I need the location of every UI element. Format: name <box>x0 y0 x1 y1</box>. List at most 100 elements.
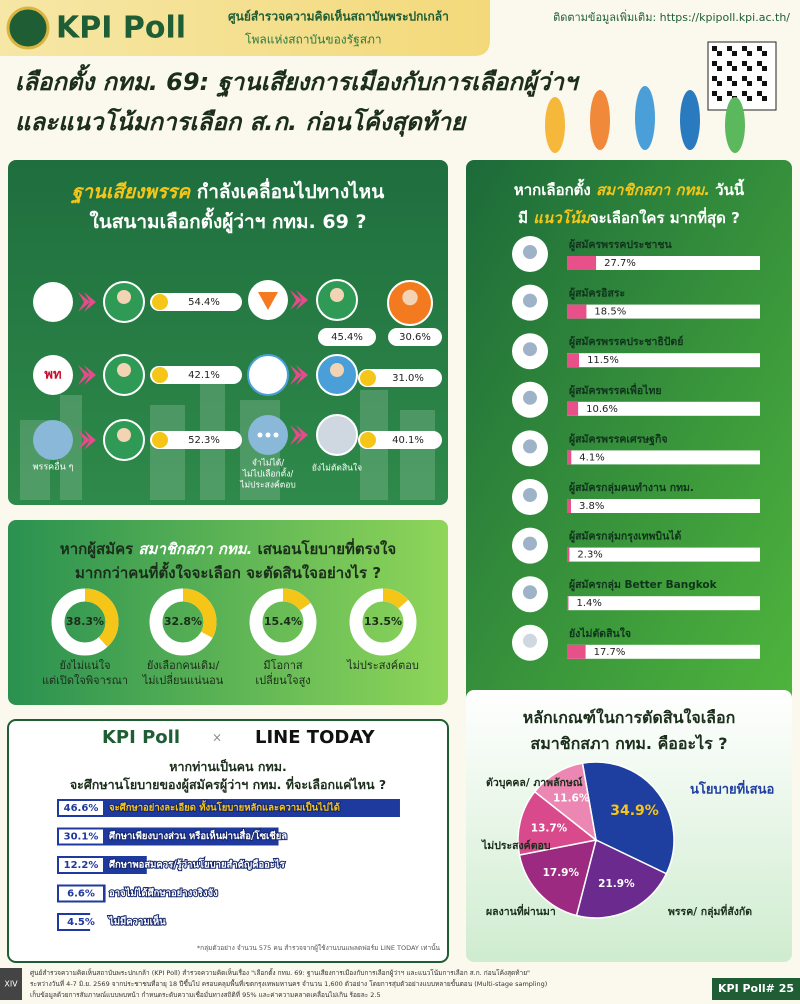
title-run: หากเลือกตั้ง <box>514 178 596 199</box>
qr-cell <box>712 61 717 66</box>
qr-cell <box>762 96 767 101</box>
title-run: หากท่านเป็นคน กทม. <box>169 759 286 774</box>
footer-text: ศูนย์สำรวจความคิดเห็นสถาบันพระปกเกล้า (K… <box>30 968 530 977</box>
donut-arc <box>149 588 217 656</box>
qr-cell <box>747 81 752 86</box>
party-label: ไม่ประสงค์ตอบ <box>239 480 295 491</box>
title-run: มี <box>518 209 533 227</box>
pie-slice <box>533 762 598 842</box>
value-label: 4.5% <box>67 917 95 928</box>
candidate-icon-inner <box>523 439 537 454</box>
qr-cell <box>757 91 762 96</box>
undecided-icon <box>316 414 358 456</box>
category-label: ผู้สมัครพรรคเพื่อไทย <box>569 382 662 398</box>
bar <box>567 547 570 562</box>
qr-cell <box>757 61 762 66</box>
qr-cell <box>717 81 722 86</box>
party-label: พรรคอื่น ๆ <box>33 460 74 473</box>
panel-title: มากกว่าคนที่ตั้งใจจะเลือก จะตัดสินใจอย่า… <box>75 561 381 582</box>
panel-title: สมาชิกสภา กทม. คืออะไร ? <box>530 734 727 753</box>
value-pill <box>59 886 103 901</box>
donut-arc <box>51 588 119 656</box>
title-run: สมาชิกสภา กทม. <box>596 181 710 199</box>
arrow <box>290 290 308 310</box>
bar-track <box>567 304 760 319</box>
qr-cell <box>727 91 732 96</box>
footer-tag: KPI Poll# 25 <box>718 982 794 995</box>
qr-cell <box>712 76 717 81</box>
category-label: ไม่ประสงค์ตอบ <box>481 839 551 852</box>
value-label: 12.2% <box>64 860 99 871</box>
party-logo <box>247 354 289 396</box>
avatar-head <box>330 288 344 302</box>
bar <box>567 644 586 659</box>
value-label: 17.9% <box>543 867 580 879</box>
value-dot <box>360 432 376 448</box>
panel-title: ฐานเสียงพรรค กำลังเคลื่อนไปทางไหน <box>71 178 384 204</box>
bar <box>567 596 569 611</box>
arrow <box>290 365 308 385</box>
category-label: เปลี่ยนใจสูง <box>255 672 310 687</box>
bar-track <box>567 353 760 368</box>
party-label: ยังไม่ตัดสินใจ <box>312 463 362 474</box>
qr-cell <box>762 51 767 56</box>
category-label: ผู้สมัครกลุ่ม Better Bangkok <box>569 578 718 592</box>
panel-policy-switch <box>8 520 448 705</box>
donut-arc <box>249 588 317 656</box>
qr-cell <box>732 81 737 86</box>
category-label: ผู้สมัครพรรคประชาธิปัตย์ <box>569 335 683 349</box>
qr-cell <box>712 46 717 51</box>
qr-cell <box>712 91 717 96</box>
donut-arc <box>349 588 417 656</box>
category-label: ยังไม่แน่ใจ <box>59 659 110 672</box>
category-label: ไม่ประสงค์ตอบ <box>346 659 419 672</box>
panel-title: หลักเกณฑ์ในการตัดสินใจเลือก <box>523 708 736 727</box>
logo-brand: KPI Poll <box>102 727 180 748</box>
party-logo-text: พท <box>44 368 61 383</box>
footer-code-box <box>0 968 22 1000</box>
title-run: หากผู้สมัคร <box>60 540 139 559</box>
category-label: ผู้สมัครกลุ่มกรุงเทพบินได้ <box>569 530 682 544</box>
value-label: 21.9% <box>598 878 635 890</box>
qr-code <box>707 41 777 111</box>
bar <box>567 304 587 319</box>
qr-cell <box>757 46 762 51</box>
value-label: 52.3% <box>188 435 220 446</box>
value-pill <box>150 431 242 449</box>
value-label: 18.5% <box>594 307 626 318</box>
value-pill <box>59 915 103 929</box>
link[interactable]: ติดตามข้อมูลเพิ่มเติม: https://kpipoll.k… <box>553 9 790 24</box>
value-label: 15.4% <box>264 615 302 628</box>
value-label: 40.1% <box>392 435 424 446</box>
value-label: 3.8% <box>579 501 604 512</box>
title-run: หลักเกณฑ์ในการตัดสินใจเลือก <box>523 708 736 727</box>
value-dot <box>360 370 376 386</box>
avatar-head <box>117 290 131 304</box>
candidate-icon-inner <box>523 536 537 551</box>
panel-sk-trend <box>466 160 792 705</box>
bar-track <box>567 547 760 562</box>
qr-cell <box>742 91 747 96</box>
qr-cell <box>747 66 752 71</box>
value-label: 13.5% <box>364 615 402 628</box>
value-label: 34.9% <box>610 803 659 819</box>
category-label: พรรค/ กลุ่มที่สังกัด <box>668 903 752 919</box>
bar-track <box>567 499 760 513</box>
avatar-head <box>402 289 418 306</box>
org-name: ศูนย์สำรวจความคิดเห็นสถาบันพระปกเกล้า <box>228 9 449 25</box>
value-label: 42.1% <box>188 370 220 381</box>
qr-cell <box>762 81 767 86</box>
qr-cell <box>747 96 752 101</box>
panel-title: หากท่านเป็นคน กทม. <box>169 759 286 774</box>
value-label: 54.4% <box>188 297 220 308</box>
value-label: 13.7% <box>531 823 568 835</box>
category-label: ผู้สมัครอิสระ <box>569 287 625 301</box>
panel-title: หากผู้สมัคร สมาชิกสภา กทม. เสนอนโยบายที่… <box>60 538 396 559</box>
value-pill <box>59 801 103 815</box>
tagline: โพลแห่งสถาบันของรัฐสภา <box>245 33 382 47</box>
panel-title: จะศึกษานโยบายของผู้สมัครผู้ว่าฯ กทม. ที่… <box>70 776 386 793</box>
category-label: ไม่เปลี่ยนแน่นอน <box>142 672 224 687</box>
qr-cell <box>762 66 767 71</box>
